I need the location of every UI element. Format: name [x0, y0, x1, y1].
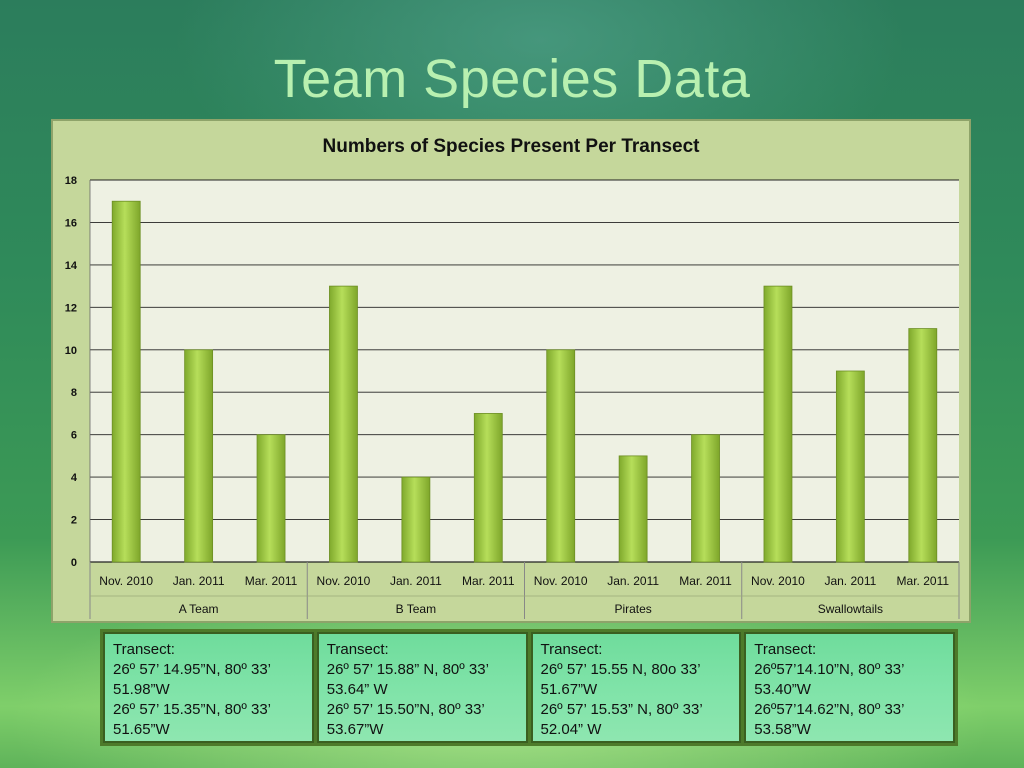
x-tick-label: Mar. 2011: [462, 574, 515, 588]
y-tick-label: 6: [71, 430, 77, 442]
y-tick-label: 12: [65, 302, 77, 314]
transect-coord-end: 26º 57’ 15.35”N, 80º 33’ 51.65”W: [113, 701, 271, 738]
x-tick-label: Jan. 2011: [173, 574, 225, 588]
x-tick-label: Mar. 2011: [897, 574, 950, 588]
transect-coord-start: 26º57’14.10”N, 80º 33’ 53.40”W: [754, 661, 904, 698]
y-tick-label: 4: [71, 472, 78, 484]
group-label: Swallowtails: [818, 602, 883, 616]
transect-box-pirates: Transect: 26º 57’ 15.55 N, 80o 33’ 51.67…: [530, 632, 742, 743]
y-tick-label: 14: [65, 260, 78, 272]
group-label: A Team: [179, 602, 219, 616]
transect-row: Transect: 26º 57’ 14.95”N, 80º 33’ 51.98…: [100, 629, 958, 746]
transect-heading: Transect:: [113, 641, 175, 658]
bar: [329, 285, 358, 563]
group-label: B Team: [396, 602, 436, 616]
bars: [111, 200, 938, 563]
bar: [184, 349, 214, 563]
y-axis-ticks: 0 2 4 6 8 10 12 14 16 18: [65, 175, 78, 569]
plot-area: [90, 180, 959, 562]
bar-chart: 0 2 4 6 8 10 12 14 16 18 Nov. 2010 Jan. 2011 Mar. 2…: [65, 175, 960, 619]
x-tick-label: Nov. 2010: [99, 574, 153, 588]
y-tick-label: 18: [65, 175, 77, 187]
x-axis-labels: Nov. 2010 Jan. 2011 Mar. 2011 A Team Nov. 20…: [99, 574, 949, 616]
grid-lines: [89, 179, 960, 619]
transect-box-b-team: Transect: 26º 57’ 15.88” N, 80º 33’ 53.6…: [316, 632, 528, 743]
x-tick-label: Jan. 2011: [824, 574, 876, 588]
x-tick-label: Mar. 2011: [679, 574, 732, 588]
group-label: Pirates: [614, 602, 651, 616]
bar: [401, 476, 431, 563]
x-tick-label: Jan. 2011: [607, 574, 659, 588]
y-tick-label: 16: [65, 217, 77, 229]
chart-title: Numbers of Species Present Per Transect: [322, 136, 700, 157]
bar: [256, 434, 286, 563]
transect-coord-start: 26º 57’ 15.55 N, 80o 33’ 51.67”W: [540, 661, 701, 698]
transect-coord-end: 26º57’14.62”N, 80º 33’ 53.58”W: [754, 701, 904, 738]
transect-heading: Transect:: [754, 641, 817, 658]
x-tick-label: Jan. 2011: [390, 574, 442, 588]
slide-title: Team Species Data: [273, 49, 751, 109]
bar: [473, 413, 503, 563]
y-tick-label: 8: [71, 387, 77, 399]
transect-heading: Transect:: [540, 641, 603, 658]
transect-box-a-team: Transect: 26º 57’ 14.95”N, 80º 33’ 51.98…: [103, 632, 314, 743]
x-tick-label: Mar. 2011: [245, 574, 298, 588]
bar: [618, 455, 648, 563]
bar: [763, 285, 793, 563]
y-tick-label: 10: [65, 345, 77, 357]
bar: [111, 200, 141, 563]
y-tick-label: 2: [71, 515, 77, 527]
y-tick-label: 0: [71, 557, 77, 569]
transect-heading: Transect:: [326, 641, 389, 658]
transect-box-swallowtails: Transect: 26º57’14.10”N, 80º 33’ 53.40”W…: [744, 632, 955, 743]
transect-coord-start: 26º 57’ 15.88” N, 80º 33’ 53.64” W: [326, 661, 489, 698]
bar: [908, 328, 938, 563]
x-tick-label: Nov. 2010: [751, 574, 805, 588]
bar: [691, 434, 720, 563]
bar: [546, 349, 576, 563]
x-tick-label: Nov. 2010: [317, 574, 371, 588]
transect-coord-end: 26º 57’ 15.50”N, 80º 33’ 53.67”W: [326, 701, 485, 738]
transect-coord-end: 26º 57’ 15.53” N, 80º 33’ 52.04” W: [540, 701, 703, 738]
transect-coord-start: 26º 57’ 14.95”N, 80º 33’ 51.98”W: [113, 661, 271, 698]
bar: [835, 370, 865, 563]
x-tick-label: Nov. 2010: [534, 574, 588, 588]
chart-panel: Numbers of Species Present Per Transect …: [51, 119, 971, 623]
